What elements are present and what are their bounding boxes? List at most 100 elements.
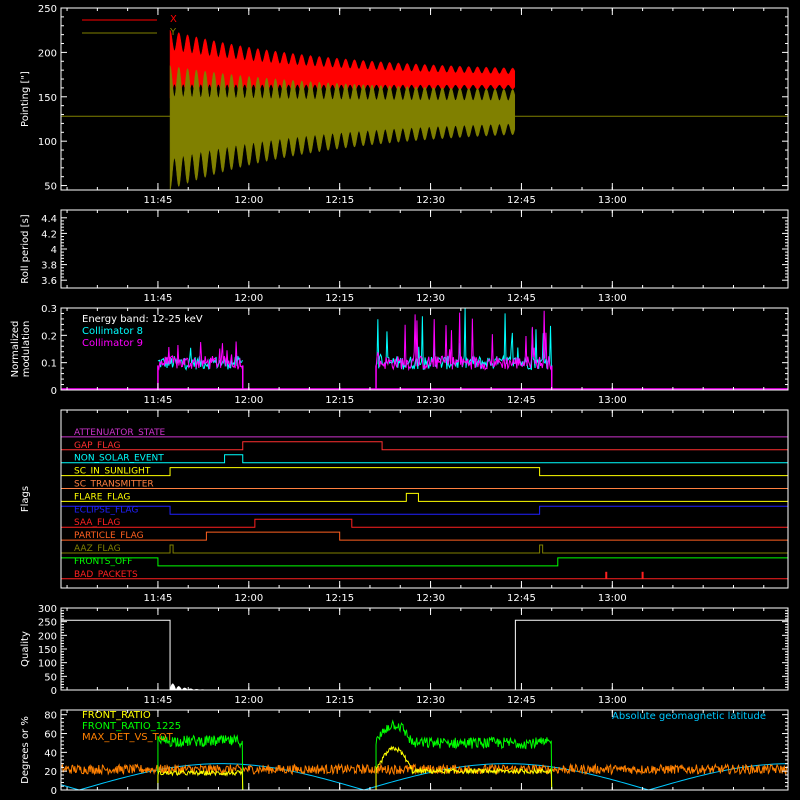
y-tick-label: 50 <box>44 182 57 193</box>
legend-y-label: Y <box>169 27 177 38</box>
y-axis-label: Quality <box>20 631 31 667</box>
modulation-plot <box>61 307 788 390</box>
x-tick-label: 12:45 <box>507 593 536 604</box>
y-tick-label: 200 <box>38 631 57 642</box>
coll9-trace <box>157 341 243 371</box>
flag-line <box>61 544 788 554</box>
y-tick-label: 250 <box>38 4 57 15</box>
x-tick-label: 11:45 <box>144 293 173 304</box>
x-tick-label: 12:15 <box>325 293 354 304</box>
flag-label: AAZ_FLAG <box>74 544 121 554</box>
legend-front-ratio-1225: FRONT_RATIO_1225 <box>82 721 181 732</box>
y-tick-label: 250 <box>38 618 57 629</box>
x-tick-label: 12:00 <box>234 395 263 406</box>
x-tick-label: 12:45 <box>507 293 536 304</box>
quality-line <box>61 619 788 691</box>
flag-line <box>61 505 788 515</box>
flag-line <box>61 441 788 451</box>
x-tick-label: 11:45 <box>144 195 173 206</box>
x-tick-label: 11:45 <box>144 395 173 406</box>
roll-frame <box>60 209 789 289</box>
x-tick-label: 12:45 <box>507 195 536 206</box>
y-axis-label: Pointing ["] <box>20 71 31 127</box>
x-tick-label: 12:00 <box>234 695 263 706</box>
flag-line <box>61 492 788 502</box>
y-tick-label: 0.3 <box>41 304 57 315</box>
y-axis-label: Normalized <box>10 321 21 378</box>
flags-plot: ATTENUATOR_STATE GAP_FLAG NON_SOLAR_EVENT S… <box>61 428 788 580</box>
y-tick-label: 50 <box>44 672 57 683</box>
front-ratio-line <box>375 745 553 791</box>
y-tick-label: 100 <box>38 137 57 148</box>
energy-band-label: Energy band: 12-25 keV <box>82 314 203 325</box>
y-tick-label: 40 <box>44 748 57 759</box>
y-tick-label: 0 <box>51 386 57 397</box>
y-tick-label: 4.4 <box>41 214 57 225</box>
flag-line <box>61 531 788 541</box>
y-tick-label: 100 <box>38 659 57 670</box>
x-tick-label: 12:00 <box>234 195 263 206</box>
y-tick-label: 4 <box>51 245 57 256</box>
x-tick-label: 12:15 <box>325 593 354 604</box>
y-tick-label: 3.8 <box>41 261 57 272</box>
x-tick-label: 11:45 <box>144 695 173 706</box>
y-tick-label: 0 <box>51 686 57 697</box>
max-det-vs-tot-line <box>60 762 788 776</box>
flag-label: ECLIPSE_FLAG <box>74 505 138 515</box>
y-tick-label: 80 <box>44 711 57 722</box>
ratios-frame <box>60 709 789 791</box>
flag-line <box>61 557 788 567</box>
geomagnetic-latitude-line <box>60 763 789 791</box>
flag-label: FRONTS_OFF <box>74 557 132 567</box>
flag-line <box>61 454 788 464</box>
y-axis-label: modulation <box>21 321 32 378</box>
modulation-frame <box>60 307 789 391</box>
x-tick-label: 12:45 <box>507 695 536 706</box>
flag-label: SC_TRANSMITTER <box>74 480 154 490</box>
y-tick-label: 0.2 <box>41 331 57 342</box>
legend-max-det-vs-tot: MAX_DET_VS_TOT <box>82 732 174 743</box>
flag-line <box>61 467 788 477</box>
x-tick-label: 12:30 <box>416 293 445 304</box>
x-tick-label: 13:00 <box>598 195 627 206</box>
x-tick-label: 13:00 <box>598 293 627 304</box>
y-axis-label: Flags <box>20 486 31 512</box>
front-ratio-1225-line <box>375 719 553 791</box>
x-tick-label: 12:15 <box>325 695 354 706</box>
y-axis-label: Roll period [s] <box>20 214 31 283</box>
coll9-trace <box>375 310 552 372</box>
x-tick-label: 12:00 <box>234 593 263 604</box>
flag-label: GAP_FLAG <box>74 441 120 451</box>
legend-front-ratio: FRONT_RATIO <box>82 710 151 721</box>
flag-label: SAA_FLAG <box>74 518 120 528</box>
collimator-8-label: Collimator 8 <box>82 326 143 337</box>
y-tick-label: 200 <box>38 48 57 59</box>
y-tick-label: 20 <box>44 767 57 778</box>
quality-plot <box>61 619 788 691</box>
flag-label: PARTICLE_FLAG <box>74 531 144 541</box>
x-tick-label: 12:15 <box>325 195 354 206</box>
flags-frame <box>60 409 789 589</box>
x-tick-label: 12:00 <box>234 293 263 304</box>
x-tick-label: 12:30 <box>416 695 445 706</box>
y-series-band <box>169 65 516 191</box>
y-tick-label: 150 <box>38 645 57 656</box>
x-tick-label: 12:30 <box>416 195 445 206</box>
y-tick-label: 0 <box>51 786 57 797</box>
y-tick-label: 0.1 <box>41 359 57 370</box>
y-tick-label: 3.6 <box>41 276 57 287</box>
y-tick-label: 4.2 <box>41 229 57 240</box>
x-tick-label: 13:00 <box>598 593 627 604</box>
x-tick-label: 13:00 <box>598 695 627 706</box>
legend-x-label: X <box>170 14 177 25</box>
pointing-frame <box>60 7 789 191</box>
front-ratio-line <box>157 769 244 791</box>
collimator-9-label: Collimator 9 <box>82 338 143 349</box>
geomagnetic-latitude-label: Absolute geomagnetic latitude <box>612 711 766 722</box>
x-tick-label: 13:00 <box>598 395 627 406</box>
x-tick-label: 12:15 <box>325 395 354 406</box>
flag-label: SC_IN_SUNLIGHT <box>74 467 151 477</box>
flag-label: NON_SOLAR_EVENT <box>74 454 164 464</box>
x-tick-label: 11:45 <box>144 593 173 604</box>
